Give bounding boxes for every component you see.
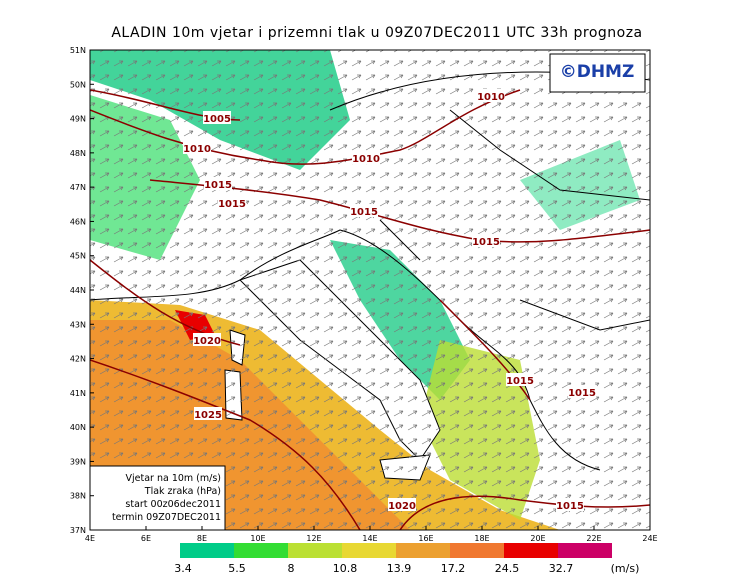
longitude-label: 8E [197,534,207,543]
info-line: start 00z06dec2011 [125,499,221,510]
latitude-label: 48N [70,149,86,158]
latitude-label: 51N [70,46,86,55]
legend-value: 3.4 [174,562,192,575]
isobar-label: 1010 [352,154,380,165]
isobar-label-bg [388,498,416,511]
isobar-label-bg [203,111,231,124]
isobar-label: 1015 [506,376,534,387]
isobar-label: 1020 [388,501,416,512]
isobar-label: 1015 [556,501,584,512]
legend-swatch [450,543,504,558]
isobar-label: 1020 [193,336,221,347]
isobar-label-bg [506,373,534,386]
isobar-label-bg [193,333,221,346]
longitude-label: 4E [85,534,95,543]
isobar-label: 1010 [183,144,211,155]
isobar-label-bg [183,141,211,154]
latitude-label: 43N [70,320,86,329]
legend-value: 32.7 [549,562,574,575]
info-box [89,465,226,531]
latitude-label: 40N [70,423,86,432]
coastline-borders [90,71,650,471]
longitude-label: 22E [586,534,601,543]
isobar-label: 1015 [568,388,596,399]
latitude-label: 42N [70,355,86,364]
isobar-label-bg [352,151,380,164]
legend-value: 5.5 [228,562,246,575]
longitude-label: 14E [362,534,377,543]
isobar-label-bg [194,407,222,420]
isobar-label-bg [568,385,596,398]
isobar-label-bg [477,89,505,102]
legend-swatch [558,543,612,558]
isobar-label-bg [556,498,584,511]
longitude-label: 20E [530,534,545,543]
logo-box [549,53,646,93]
legend-swatch [342,543,396,558]
legend-swatch [180,543,234,558]
legend-swatch [396,543,450,558]
latitude-label: 46N [70,217,86,226]
isobars [90,89,650,530]
isobar-label: 1015 [472,237,500,248]
legend-swatch [288,543,342,558]
latitude-label: 38N [70,492,86,501]
latitude-label: 49N [70,115,86,124]
latitude-label: 37N [70,526,86,535]
latitude-label: 39N [70,457,86,466]
isobar-label: 1015 [350,207,378,218]
longitude-label: 16E [418,534,433,543]
legend-value: 10.8 [333,562,358,575]
isobar-label: 1005 [203,114,231,125]
info-line: Vjetar na 10m (m/s) [126,473,222,484]
legend-value: 24.5 [495,562,520,575]
info-line: Tlak zraka (hPa) [144,486,221,497]
isobar-label-bg [472,234,500,247]
latitude-label: 41N [70,389,86,398]
map-area [90,50,650,530]
isobar-label-bg [218,196,246,209]
latitude-label: 47N [70,183,86,192]
legend-value: 13.9 [387,562,412,575]
latitude-label: 45N [70,252,86,261]
isobar-label: 1015 [204,180,232,191]
longitude-label: 6E [141,534,151,543]
isobar-label: 1025 [194,410,222,421]
longitude-label: 10E [250,534,265,543]
latitude-label: 50N [70,80,86,89]
wind-arrows [90,50,650,530]
isobar-label-bg [350,204,378,217]
isobar-label: 1010 [477,92,505,103]
longitude-label: 12E [306,534,321,543]
longitude-label: 18E [474,534,489,543]
info-line: termin 09Z07DEC2011 [112,512,221,523]
isobar-label: 1015 [218,199,246,210]
legend-swatch [504,543,558,558]
legend-value: 17.2 [441,562,466,575]
legend-swatch [234,543,288,558]
logo: ©DHMZ [560,62,635,82]
legend-unit: (m/s) [611,562,640,575]
latitude-label: 44N [70,286,86,295]
map-title: ALADIN 10m vjetar i prizemni tlak u 09Z0… [111,25,642,41]
isobar-label-bg [204,177,232,190]
legend-value: 8 [288,562,295,575]
longitude-label: 24E [642,534,657,543]
